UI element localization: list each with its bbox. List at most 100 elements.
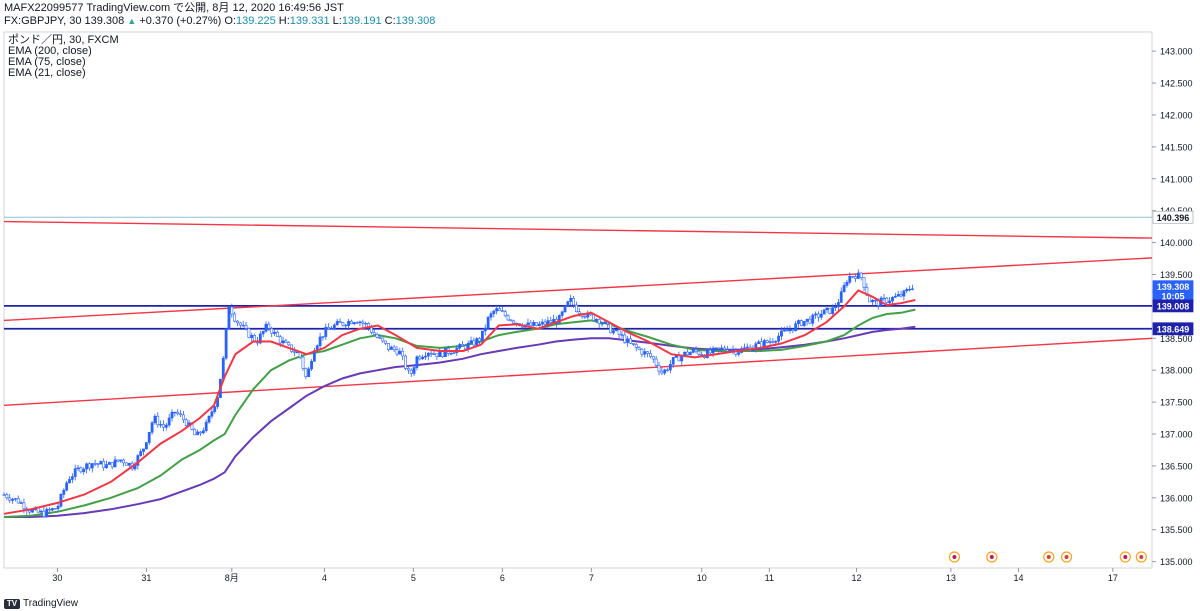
candle-body	[660, 370, 664, 374]
candle-body	[8, 497, 12, 501]
candle-body	[421, 356, 425, 360]
candle-body	[723, 347, 726, 350]
candle-body	[372, 332, 376, 335]
candle-body	[116, 459, 120, 462]
x-tick-label: 4	[322, 573, 327, 583]
y-tick-label: 136.500	[1160, 461, 1193, 471]
candle-body	[378, 337, 382, 339]
candle-body	[885, 297, 889, 304]
legend-ema21[interactable]: EMA (21, close)	[8, 67, 86, 79]
candle-body	[845, 281, 849, 286]
legend-series-title[interactable]: ポンド／円, 30, FXCM	[8, 34, 119, 46]
candle-body	[392, 346, 396, 350]
candle-body	[512, 320, 516, 324]
candle-body	[509, 319, 513, 322]
candle-body	[577, 311, 581, 314]
candle-body	[144, 442, 148, 450]
candle-body	[817, 313, 820, 318]
candle-body	[79, 467, 83, 473]
candle-body	[324, 326, 328, 337]
candle-body	[472, 340, 476, 346]
candle-body	[600, 323, 604, 325]
candle-body	[631, 343, 635, 345]
candle-body	[634, 344, 638, 348]
candle-body	[358, 321, 362, 324]
candle-body	[862, 277, 866, 288]
candle-body	[310, 360, 313, 370]
candle-body	[16, 498, 20, 504]
candle-body	[28, 510, 32, 513]
candle-body	[51, 508, 54, 511]
candle-body	[287, 342, 291, 346]
candle-body	[273, 331, 276, 334]
candle-body	[327, 326, 331, 330]
candle-body	[193, 429, 197, 436]
candle-body	[637, 347, 641, 350]
candle-body	[164, 424, 168, 428]
candle-body	[318, 336, 322, 346]
candle-body	[406, 368, 410, 371]
candle-body	[486, 316, 490, 329]
candle-body	[799, 320, 803, 326]
event-markers	[948, 551, 1147, 563]
candle-body	[426, 352, 430, 357]
candle-body	[646, 351, 649, 354]
y-tick-label: 139.500	[1160, 270, 1193, 280]
candle-body	[691, 349, 695, 353]
x-tick-label: 17	[1108, 573, 1118, 583]
symbol-line: FX:GBPJPY, 30 139.308 ▲ +0.370 (+0.27%) …	[4, 15, 435, 28]
candle-body	[854, 276, 857, 279]
candle-body	[304, 368, 308, 377]
low-label: L:	[332, 15, 342, 27]
candle-body	[811, 314, 815, 324]
candle-body	[649, 353, 652, 357]
candle-body	[102, 461, 106, 469]
legend-ema75[interactable]: EMA (75, close)	[8, 56, 86, 68]
candle-body	[566, 301, 570, 307]
legend-ema200[interactable]: EMA (200, close)	[8, 45, 92, 57]
y-tick-label: 142.500	[1160, 79, 1193, 89]
candle-body	[623, 334, 627, 343]
candle-body	[529, 322, 533, 326]
candle-body	[233, 313, 237, 322]
economic-event-dot-icon	[1064, 555, 1069, 559]
economic-event-dot-icon	[989, 555, 994, 559]
candle-body	[88, 463, 91, 469]
candle-body	[139, 451, 143, 456]
candle-body	[483, 327, 487, 332]
y-tick-label: 141.000	[1160, 174, 1193, 184]
ema75-line	[3, 308, 916, 518]
candle-body	[743, 347, 746, 349]
candle-body	[526, 322, 530, 326]
candle-body	[506, 315, 510, 321]
tradingview-logo-icon: TV	[4, 598, 20, 609]
candle-body	[757, 341, 761, 345]
candle-body	[159, 424, 163, 426]
candle-body	[569, 298, 573, 302]
high-label: H:	[278, 15, 290, 27]
candle-body	[127, 462, 131, 466]
candle-body	[361, 321, 365, 324]
price-tag-label: 140.396	[1157, 213, 1190, 223]
symbol-name: FX:GBPJPY, 30	[4, 15, 82, 27]
x-tick-label: 5	[411, 573, 416, 583]
candle-body	[432, 353, 436, 355]
candle-body	[452, 352, 456, 354]
candle-body	[720, 347, 724, 350]
candle-body	[424, 355, 427, 358]
up-arrow-icon: ▲	[127, 16, 137, 26]
candle-body	[657, 365, 661, 372]
candle-body	[253, 334, 257, 342]
trend-line	[3, 220, 1153, 239]
y-tick-label: 138.500	[1160, 334, 1193, 344]
candle-body	[48, 508, 51, 511]
candle-body	[352, 322, 356, 325]
candle-body	[42, 510, 46, 517]
candle-body	[264, 323, 268, 332]
y-tick-label: 135.500	[1160, 525, 1193, 535]
candle-body	[597, 318, 601, 324]
candle-body	[802, 321, 806, 326]
candle-body	[375, 334, 379, 338]
